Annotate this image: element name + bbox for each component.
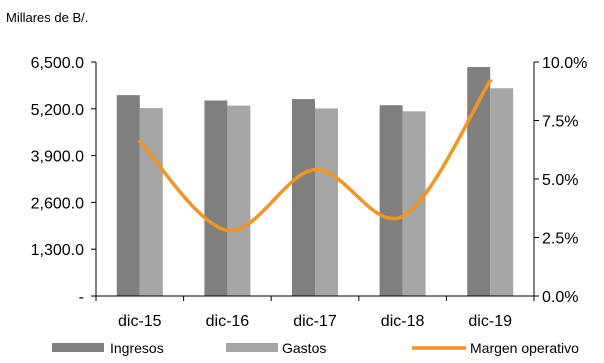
right-tick-label: 10.0% (542, 55, 587, 72)
left-tick-label: 6,500.0 (31, 55, 84, 72)
legend-label-margen-operativo: Margen operativo (470, 340, 579, 356)
right-tick-label: 5.0% (542, 172, 578, 189)
unit-label: Millares de B/. (6, 10, 89, 25)
legend-label-gastos: Gastos (282, 340, 326, 356)
bar-gastos-dic-15 (139, 108, 163, 296)
bar-ingresos-dic-16 (204, 100, 228, 297)
x-tick-label: dic-17 (293, 313, 337, 330)
bar-gastos-dic-17 (315, 108, 338, 296)
bar-gastos-dic-19 (490, 88, 514, 296)
bar-ingresos-dic-17 (292, 99, 315, 296)
bar-gastos-dic-18 (402, 111, 426, 296)
line-margen-operativo (138, 78, 492, 233)
right-tick-label: 7.5% (542, 114, 578, 131)
left-tick-label: 3,900.0 (31, 149, 84, 166)
bar-ingresos-dic-19 (467, 67, 491, 296)
left-tick-label: 1,300.0 (31, 242, 84, 259)
x-tick-label: dic-15 (118, 313, 162, 330)
legend-swatch-gastos (226, 343, 278, 352)
x-tick-label: dic-19 (468, 313, 512, 330)
bar-ingresos-dic-18 (379, 105, 403, 296)
bar-gastos-dic-16 (227, 105, 251, 296)
right-tick-label: 0.0% (542, 289, 578, 306)
legend-swatch-ingresos (52, 343, 104, 352)
bar-ingresos-dic-15 (116, 95, 140, 297)
legend-label-ingresos: Ingresos (110, 340, 164, 356)
right-tick-label: 2.5% (542, 231, 578, 248)
x-tick-label: dic-16 (206, 313, 250, 330)
left-tick-label: - (79, 289, 84, 306)
left-tick-label: 2,600.0 (31, 195, 84, 212)
left-tick-label: 5,200.0 (31, 102, 84, 119)
x-tick-label: dic-18 (381, 313, 425, 330)
